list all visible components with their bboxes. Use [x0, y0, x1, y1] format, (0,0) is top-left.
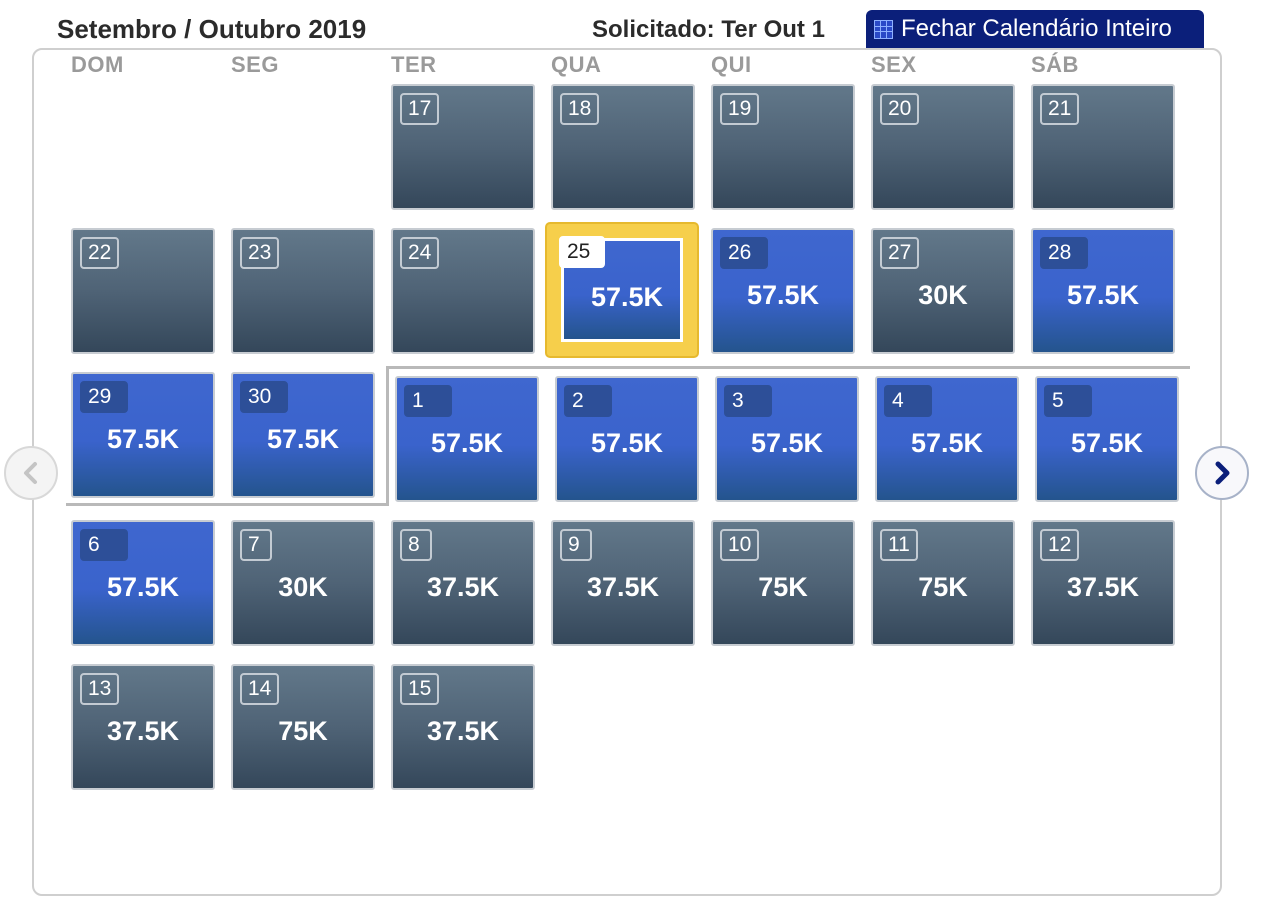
- day-cell-3[interactable]: 3 57.5K: [715, 376, 859, 502]
- day-price: 57.5K: [910, 428, 984, 458]
- previous-button[interactable]: [4, 446, 58, 500]
- day-number: 1: [404, 385, 452, 417]
- day-price: 57.5K: [106, 424, 180, 454]
- day-price: 37.5K: [586, 572, 660, 602]
- day-cell-7[interactable]: 7 30K: [231, 520, 375, 646]
- day-number: 29: [80, 381, 128, 413]
- day-cell-26[interactable]: 26 57.5K: [711, 228, 855, 354]
- chevron-right-icon: [1215, 461, 1230, 485]
- day-cell-21[interactable]: 21: [1031, 84, 1175, 210]
- day-price: 75K: [918, 572, 968, 602]
- day-cell-8[interactable]: 8 37.5K: [391, 520, 535, 646]
- weekday-dom: DOM: [71, 52, 124, 77]
- day-cell-24[interactable]: 24: [391, 228, 535, 354]
- day-cell-30[interactable]: 30 57.5K: [231, 372, 375, 498]
- weekday-qua: QUA: [551, 52, 602, 77]
- day-cell-11[interactable]: 11 75K: [871, 520, 1015, 646]
- day-price: 37.5K: [426, 572, 500, 602]
- day-cell-12[interactable]: 12 37.5K: [1031, 520, 1175, 646]
- day-cell-9[interactable]: 9 37.5K: [551, 520, 695, 646]
- day-cell-18[interactable]: 18: [551, 84, 695, 210]
- close-full-calendar-label: Fechar Calendário Inteiro: [901, 15, 1172, 42]
- requested-range-left-border: [386, 366, 389, 506]
- day-number: 2: [564, 385, 612, 417]
- day-price: 57.5K: [1066, 280, 1140, 310]
- day-number: 7: [240, 529, 272, 561]
- day-price: 57.5K: [750, 428, 824, 458]
- day-cell-20[interactable]: 20: [871, 84, 1015, 210]
- day-number: 4: [884, 385, 932, 417]
- day-number: 22: [80, 237, 120, 269]
- day-number: 10: [720, 529, 760, 561]
- day-cell-19[interactable]: 19: [711, 84, 855, 210]
- day-price: 57.5K: [430, 428, 504, 458]
- day-number: 8: [400, 529, 432, 561]
- day-cell-6[interactable]: 6 57.5K: [71, 520, 215, 646]
- selected-day-inner: [561, 238, 683, 342]
- day-price: 30K: [278, 572, 328, 602]
- day-cell-22[interactable]: 22: [71, 228, 215, 354]
- weekday-qui: QUI: [711, 52, 752, 77]
- day-cell-25[interactable]: 25 57.5K: [545, 222, 699, 358]
- day-cell-5[interactable]: 5 57.5K: [1035, 376, 1179, 502]
- day-number: 11: [880, 529, 918, 561]
- day-number: 3: [724, 385, 772, 417]
- day-number: 19: [720, 93, 760, 125]
- day-price: 57.5K: [1070, 428, 1144, 458]
- day-price: 37.5K: [106, 716, 180, 746]
- day-number: 5: [1044, 385, 1092, 417]
- day-cell-23[interactable]: 23: [231, 228, 375, 354]
- day-number: 14: [240, 673, 280, 705]
- day-number: 21: [1040, 93, 1080, 125]
- day-number: 24: [400, 237, 440, 269]
- day-price: 57.5K: [266, 424, 340, 454]
- day-cell-10[interactable]: 10 75K: [711, 520, 855, 646]
- day-cell-4[interactable]: 4 57.5K: [875, 376, 1019, 502]
- day-number: 6: [80, 529, 128, 561]
- day-number: 12: [1040, 529, 1080, 561]
- day-number: 30: [240, 381, 288, 413]
- requested-range-top-border: [386, 366, 1190, 369]
- day-number: 17: [400, 93, 440, 125]
- day-price: 57.5K: [590, 428, 664, 458]
- page-title: Setembro / Outubro 2019: [57, 14, 367, 44]
- day-cell-27[interactable]: 27 30K: [871, 228, 1015, 354]
- day-number: 18: [560, 93, 600, 125]
- chevron-left-icon: [24, 462, 37, 484]
- day-cell-28[interactable]: 28 57.5K: [1031, 228, 1175, 354]
- requested-range-bottom-border: [66, 503, 389, 506]
- day-price: 75K: [758, 572, 808, 602]
- day-number: 9: [560, 529, 592, 561]
- day-cell-15[interactable]: 15 37.5K: [391, 664, 535, 790]
- day-price: 37.5K: [1066, 572, 1140, 602]
- day-number: 20: [880, 93, 920, 125]
- day-number: 15: [400, 673, 440, 705]
- day-price: 57.5K: [746, 280, 820, 310]
- close-full-calendar-button[interactable]: Fechar Calendário Inteiro: [866, 10, 1204, 48]
- day-price: 75K: [278, 716, 328, 746]
- calendar-grid-icon: [874, 19, 893, 39]
- weekday-ter: TER: [391, 52, 437, 77]
- requested-date: Solicitado: Ter Out 1: [592, 16, 825, 43]
- day-number: 25: [559, 236, 605, 268]
- day-number: 28: [1040, 237, 1088, 269]
- day-cell-29[interactable]: 29 57.5K: [71, 372, 215, 498]
- day-number: 13: [80, 673, 120, 705]
- day-cell-14[interactable]: 14 75K: [231, 664, 375, 790]
- day-cell-2[interactable]: 2 57.5K: [555, 376, 699, 502]
- day-cell-13[interactable]: 13 37.5K: [71, 664, 215, 790]
- day-price: 57.5K: [590, 282, 664, 312]
- weekday-sex: SEX: [871, 52, 917, 77]
- next-button[interactable]: [1195, 446, 1249, 500]
- day-price: 30K: [918, 280, 968, 310]
- day-number: 26: [720, 237, 768, 269]
- day-price: 57.5K: [106, 572, 180, 602]
- day-number: 23: [240, 237, 280, 269]
- day-price: 37.5K: [426, 716, 500, 746]
- day-cell-17[interactable]: 17: [391, 84, 535, 210]
- day-cell-1[interactable]: 1 57.5K: [395, 376, 539, 502]
- weekday-sab: SÁB: [1031, 52, 1079, 77]
- day-number: 27: [880, 237, 920, 269]
- weekday-seg: SEG: [231, 52, 279, 77]
